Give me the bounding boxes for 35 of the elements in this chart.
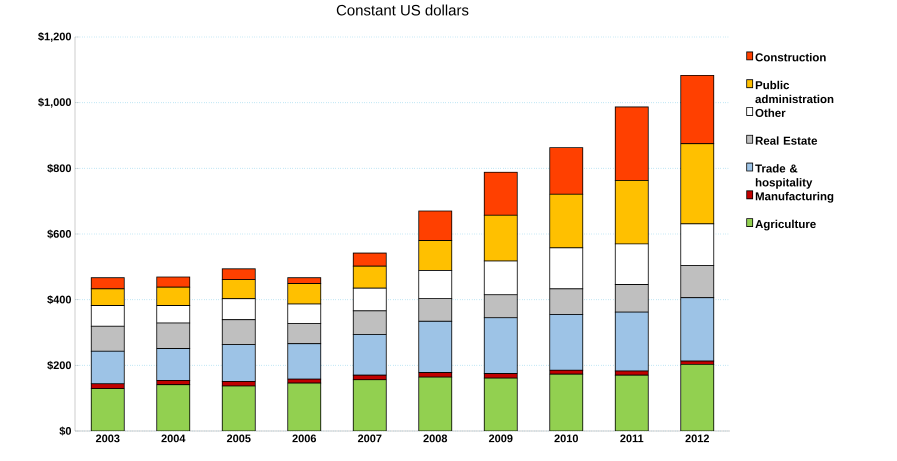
- bar: [484, 378, 518, 431]
- y-tick-label: $800: [47, 164, 72, 173]
- x-tick-label: 2007: [358, 434, 382, 442]
- legend-label: Trade & hospitality: [755, 164, 812, 189]
- legend-label: Manufacturing: [756, 192, 834, 203]
- x-tick-label: 2010: [554, 434, 578, 442]
- bar: [287, 382, 322, 431]
- y-tick-label: $1,200: [38, 32, 72, 42]
- legend-label: Other: [756, 108, 786, 117]
- bar: [222, 386, 256, 431]
- x-tick-label: 2011: [620, 434, 644, 442]
- legend-label: Agriculture: [755, 220, 816, 230]
- y-tick-label: $1,000: [38, 98, 72, 108]
- legend-label: Public administration: [755, 80, 834, 104]
- legend-label: Construction: [756, 53, 826, 62]
- x-tick-label: 2009: [488, 434, 513, 442]
- y-tick-label: $400: [47, 295, 72, 304]
- y-tick-label: $0: [59, 426, 72, 436]
- chart-title: Constant US dollars: [336, 4, 468, 16]
- bar: [614, 374, 649, 431]
- legend-label: Real Estate: [756, 136, 818, 145]
- x-tick-label: 2006: [292, 434, 316, 442]
- bar: [156, 384, 190, 431]
- bar: [90, 388, 125, 431]
- bar: [352, 379, 387, 431]
- x-tick-label: 2005: [226, 434, 251, 442]
- bar: [418, 376, 452, 431]
- x-tick-label: 2003: [96, 434, 120, 442]
- y-tick-label: $200: [47, 360, 72, 370]
- bar: [549, 374, 584, 431]
- y-tick-label: $600: [47, 230, 72, 238]
- x-tick-label: 2004: [161, 434, 186, 442]
- x-tick-label: 2012: [685, 434, 710, 442]
- x-tick-label: 2008: [423, 434, 448, 442]
- bar: [680, 364, 714, 431]
